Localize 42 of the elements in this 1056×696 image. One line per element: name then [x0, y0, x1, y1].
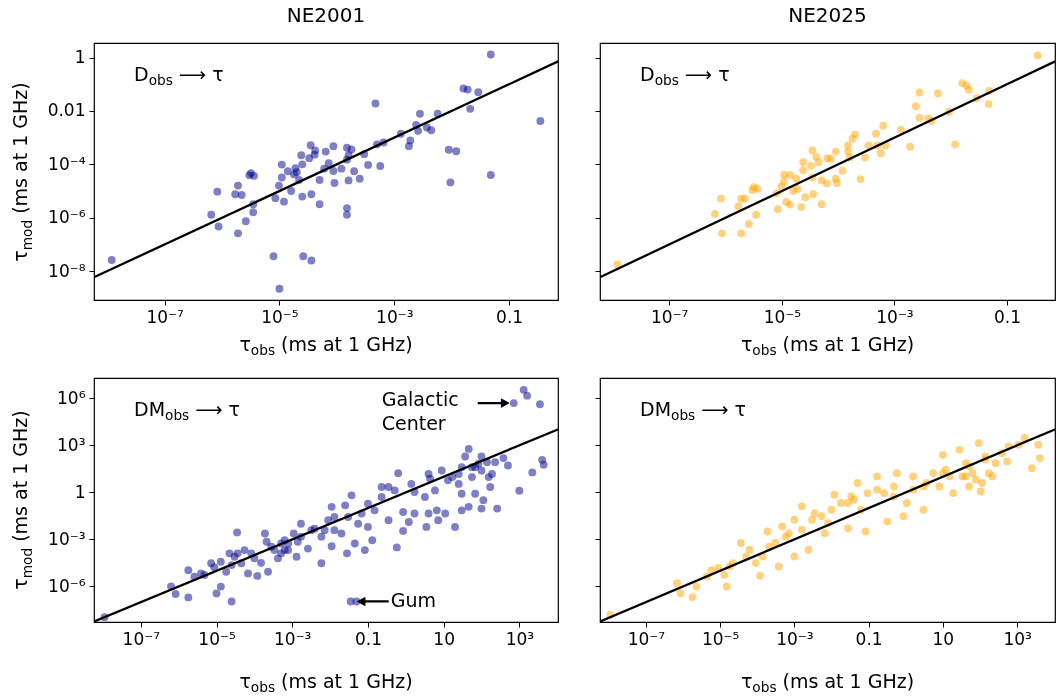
y-tick-label: 0.01	[47, 100, 86, 121]
annotation: DM$_{obs}$ ⟶ τ	[134, 398, 240, 424]
x-tick-label: 10⁻⁵	[701, 628, 740, 649]
annotation: D$_{obs}$ ⟶ τ	[640, 63, 730, 89]
x-tick-label: 10⁻⁵	[198, 628, 236, 649]
y-tick-label: 10⁻⁴	[48, 153, 86, 174]
x-tick-label: 0.1	[354, 628, 382, 649]
x-tick-label: 10⁻⁷	[122, 628, 161, 649]
y-tick-label: 10⁻⁸	[48, 260, 86, 281]
x-axis-title: τ$_{obs}$ (ms at 1 GHz)	[239, 670, 413, 696]
x-axis-title: τ$_{obs}$ (ms at 1 GHz)	[740, 333, 915, 359]
y-tick-label: 10⁻⁶	[48, 207, 86, 228]
x-tick-label: 10⁻⁵	[261, 306, 299, 327]
x-tick-label: 0.1	[855, 628, 883, 649]
chart-title: NE2025	[788, 3, 867, 27]
x-axis-title: τ$_{obs}$ (ms at 1 GHz)	[740, 670, 915, 696]
x-tick-label: 10³	[505, 628, 535, 649]
x-tick-label: 10⁻⁷	[627, 628, 666, 649]
x-tick-label: 10⁻³	[776, 628, 814, 649]
y-tick-label: 10⁻³	[48, 528, 86, 549]
x-tick-label: 0.1	[994, 306, 1022, 327]
x-tick-label: 10⁻³	[376, 306, 414, 327]
x-tick-label: 10³	[1003, 628, 1032, 649]
annotation: D$_{obs}$ ⟶ τ	[134, 63, 224, 89]
annotation: Gum	[390, 589, 436, 612]
x-tick-label: 10⁻³	[274, 628, 312, 649]
x-tick-label: 10⁻⁷	[651, 306, 689, 327]
y-tick-label: 10⁻⁶	[48, 575, 86, 596]
y-tick-label: 10⁶	[57, 387, 86, 408]
x-tick-label: 0.1	[496, 306, 524, 327]
y-tick-label: 1	[74, 47, 86, 68]
x-tick-label: 10⁻⁵	[763, 306, 802, 327]
x-tick-label: 10⁻³	[876, 306, 914, 327]
annotation: DM$_{obs}$ ⟶ τ	[640, 398, 746, 424]
y-tick-label: 10³	[57, 434, 86, 455]
x-tick-label: 10	[433, 628, 455, 649]
chart-title: NE2001	[286, 3, 366, 27]
x-axis-title: τ$_{obs}$ (ms at 1 GHz)	[239, 333, 413, 359]
y-tick-label: 1	[74, 481, 86, 502]
annotation: Galactic Center	[381, 388, 459, 435]
x-tick-label: 10	[932, 628, 955, 649]
x-tick-label: 10⁻⁷	[146, 306, 184, 327]
